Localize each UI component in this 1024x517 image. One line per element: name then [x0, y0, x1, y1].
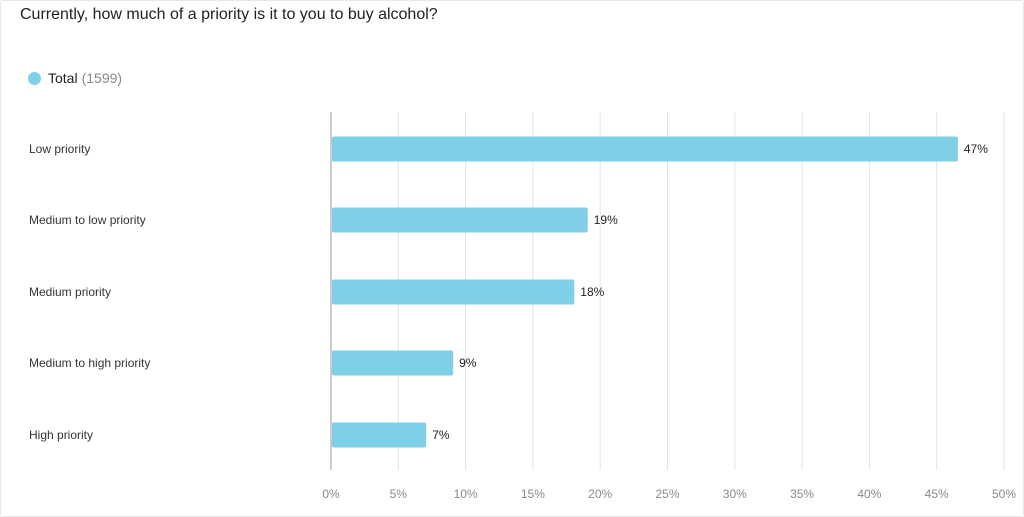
- category-label: High priority: [29, 428, 93, 442]
- data-label: 19%: [594, 213, 618, 227]
- data-label: 9%: [459, 356, 477, 370]
- bar: [332, 422, 427, 448]
- data-label: 7%: [432, 428, 450, 442]
- x-tick-label: 15%: [521, 487, 545, 501]
- x-tick-label: 35%: [790, 487, 814, 501]
- category-label: Low priority: [29, 142, 90, 156]
- legend-marker: [28, 71, 41, 85]
- chart-title: Currently, how much of a priority is it …: [20, 6, 438, 23]
- data-label: 47%: [964, 142, 988, 156]
- legend[interactable]: Total (1599): [28, 70, 122, 86]
- data-label: 18%: [580, 285, 604, 299]
- x-tick-label: 50%: [992, 487, 1016, 501]
- x-tick-label: 10%: [454, 487, 478, 501]
- x-tick-label: 5%: [390, 487, 408, 501]
- bar: [332, 350, 454, 376]
- legend-label: Total: [48, 70, 78, 86]
- x-tick-label: 25%: [655, 487, 679, 501]
- category-label: Medium to low priority: [29, 213, 146, 227]
- bar: [332, 207, 588, 233]
- category-label: Medium to high priority: [29, 356, 150, 370]
- legend-count: (1599): [81, 70, 123, 86]
- x-tick-label: 30%: [723, 487, 747, 501]
- x-tick-label: 40%: [857, 487, 881, 501]
- bar: [332, 136, 958, 162]
- x-tick-label: 0%: [322, 487, 340, 501]
- x-tick-label: 45%: [925, 487, 949, 501]
- bar: [332, 279, 575, 305]
- x-tick-label: 20%: [588, 487, 612, 501]
- category-label: Medium priority: [29, 285, 111, 299]
